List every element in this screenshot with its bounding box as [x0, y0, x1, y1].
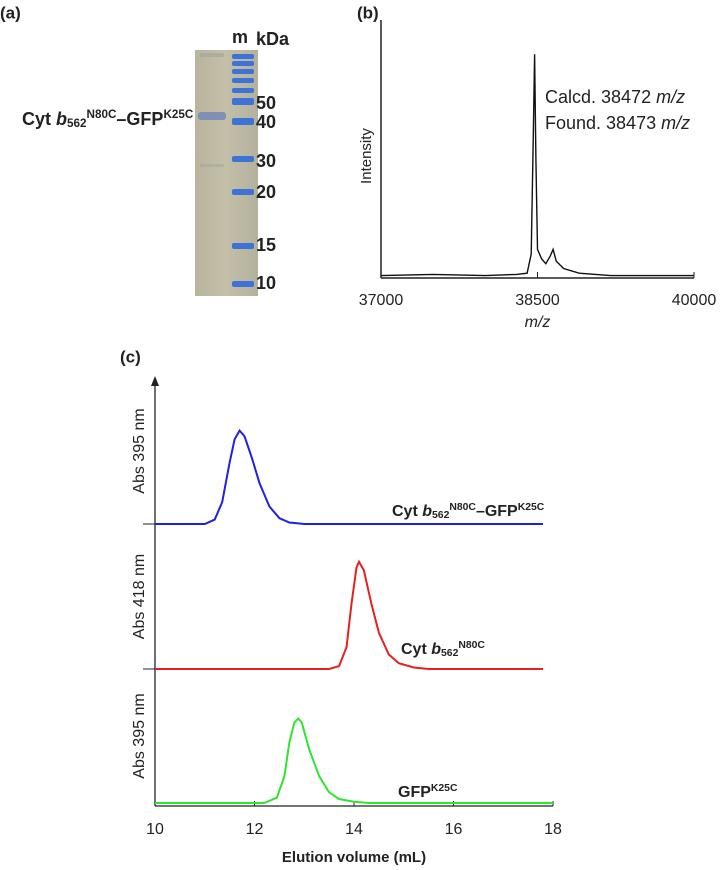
trace-line [155, 428, 543, 525]
label-part: K25C [518, 502, 545, 513]
rich-label: GFPK25C [398, 783, 458, 801]
label-part: K25C [163, 108, 193, 121]
y-axis-label: Intensity [358, 128, 375, 184]
annotation: Found. 38473 m/z [545, 113, 690, 133]
panel-label: (b) [357, 3, 379, 22]
label-part: GFP [398, 784, 431, 801]
annotation-unit: m/z [656, 87, 685, 107]
annotation-unit: m/z [661, 113, 690, 133]
marker-label: 40 [256, 112, 276, 132]
panel-label: (c) [120, 347, 141, 366]
rich-label: Cyt b562N80C–GFPK25C [392, 502, 545, 521]
x-tick-label: 40000 [672, 292, 717, 309]
axis-arrow [151, 376, 159, 386]
spectrum-line [380, 54, 694, 277]
lane-label: m [232, 27, 248, 47]
x-tick-label: 10 [146, 821, 164, 838]
label-part: N80C [458, 640, 485, 651]
x-tick-label: 12 [246, 821, 264, 838]
label-part: 562 [432, 510, 450, 521]
label-part: N80C [449, 502, 476, 513]
label-part: Cyt [401, 641, 431, 658]
label-part: 562 [67, 117, 87, 130]
trace-line [155, 717, 553, 804]
x-tick-label: 14 [345, 821, 363, 838]
x-axis-label: m/z [525, 314, 551, 331]
label-part: b [431, 641, 441, 658]
x-axis-label: Elution volume (mL) [282, 849, 426, 866]
y-axis-label: Abs 395 nm [131, 408, 148, 493]
label-part: Cyt [392, 503, 422, 520]
panel-label: (a) [0, 3, 21, 22]
label-part: 562 [441, 648, 459, 659]
x-tick-label: 37000 [359, 292, 404, 309]
marker-label: 20 [256, 182, 276, 202]
annotation: Calcd. 38472 m/z [545, 87, 685, 107]
label-part: N80C [87, 108, 117, 121]
marker-label: 15 [256, 235, 276, 255]
x-tick-label: 38500 [515, 292, 560, 309]
unit-label: kDa [256, 29, 290, 49]
gel-image [195, 50, 258, 296]
x-tick-label: 16 [445, 821, 463, 838]
label-part: K25C [431, 783, 458, 794]
label-part: b [56, 109, 67, 129]
x-tick-label: 18 [544, 821, 562, 838]
label-part: Cyt [22, 109, 56, 129]
label-part: –GFP [116, 109, 163, 129]
annotation-value: Found. 38473 [545, 113, 656, 133]
y-axis-label: Abs 418 nm [131, 554, 148, 639]
rich-label: Cyt b562N80C–GFPK25C [22, 108, 194, 130]
label-part: –GFP [476, 503, 518, 520]
label-part: b [422, 503, 432, 520]
y-axis-label: Abs 395 nm [131, 693, 148, 778]
trace-line [155, 559, 543, 670]
marker-label: 50 [256, 93, 276, 113]
annotation-value: Calcd. 38472 [545, 87, 651, 107]
marker-label: 30 [256, 151, 276, 171]
marker-label: 10 [256, 273, 276, 293]
rich-label: Cyt b562N80C [401, 640, 485, 659]
